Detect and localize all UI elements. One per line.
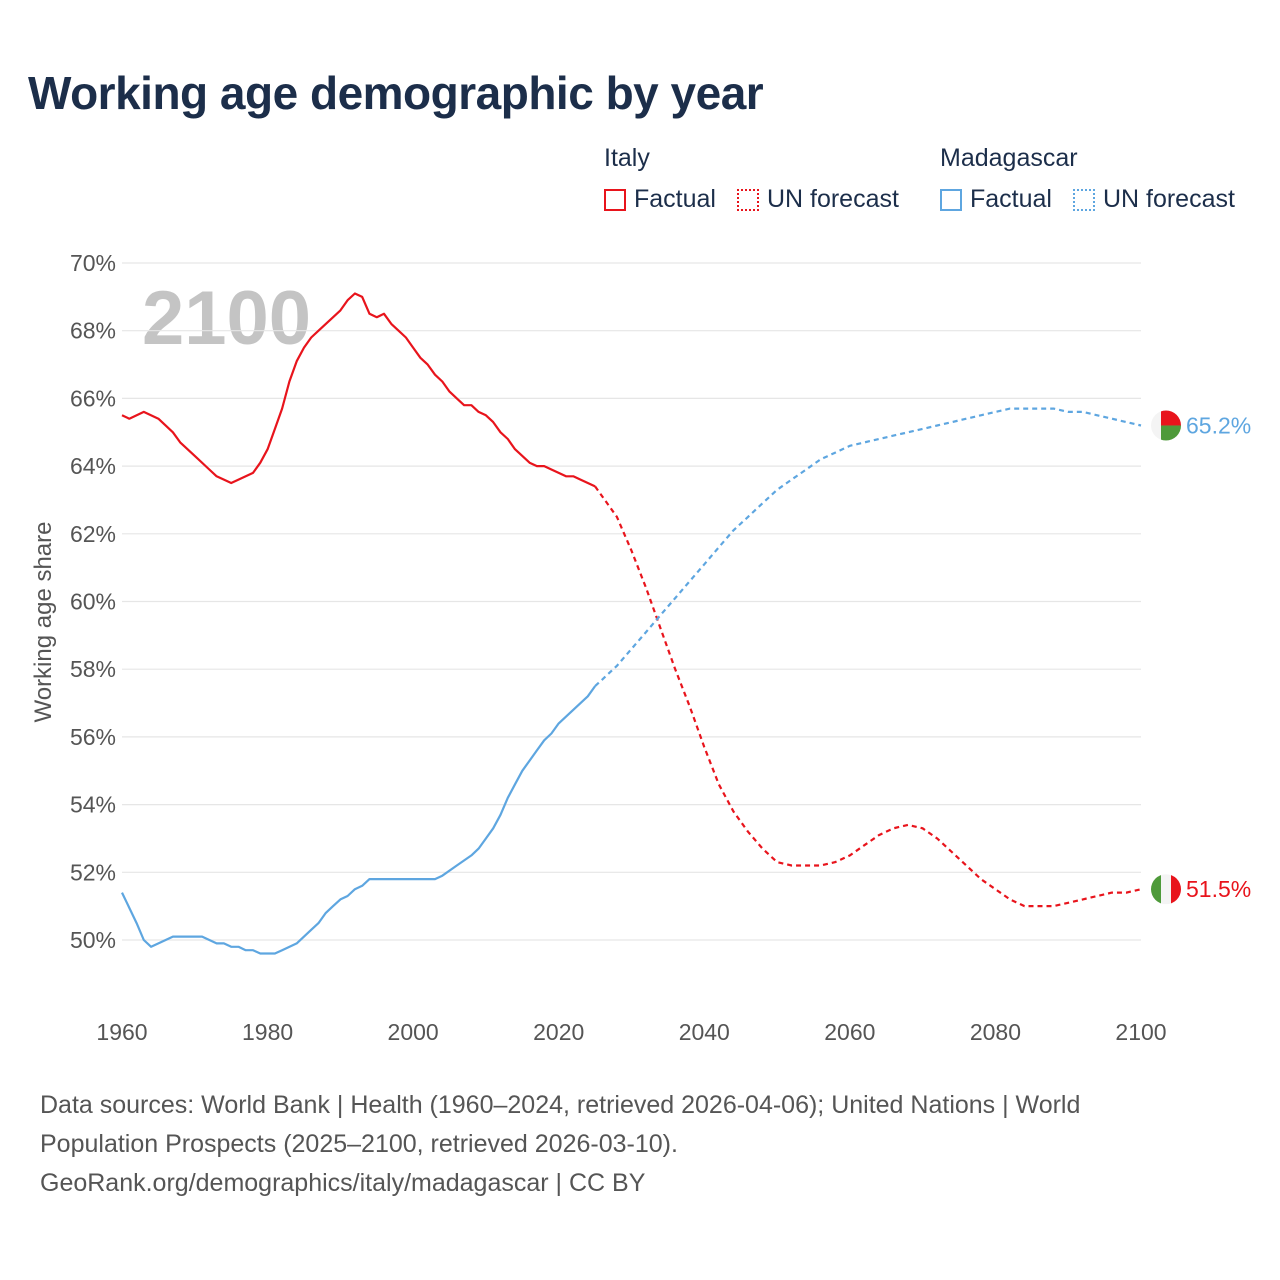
x-tick-label: 2060 bbox=[824, 1019, 875, 1045]
italy-forecast-line bbox=[594, 485, 1142, 908]
legend-madagascar-title: Madagascar bbox=[940, 144, 1078, 172]
italy-end-label: 51.5% bbox=[1186, 876, 1251, 902]
x-tick-label: 2000 bbox=[388, 1019, 439, 1045]
y-tick-label: 58% bbox=[70, 656, 116, 682]
legend-madagascar-forecast-label: UN forecast bbox=[1102, 185, 1235, 213]
legend-madagascar-factual-label: Factual bbox=[970, 185, 1052, 213]
factual-swatch-icon bbox=[604, 188, 626, 211]
x-tick-label: 2100 bbox=[1115, 1019, 1166, 1045]
madagascar-factual-line bbox=[121, 685, 596, 955]
y-tick-label: 60% bbox=[70, 589, 116, 615]
legend-madagascar-factual[interactable]: Factual bbox=[940, 185, 1052, 214]
y-tick-label: 64% bbox=[70, 453, 116, 479]
y-tick-label: 52% bbox=[70, 859, 116, 885]
x-tick-label: 1980 bbox=[242, 1019, 293, 1045]
x-tick-label: 2080 bbox=[970, 1019, 1021, 1045]
legend-madagascar: Madagascar Factual UN forecast bbox=[940, 144, 1249, 218]
y-tick-label: 54% bbox=[70, 792, 116, 818]
italy-factual-line bbox=[121, 292, 596, 488]
x-tick-label: 1960 bbox=[96, 1019, 147, 1045]
footer-line-3[interactable]: GeoRank.org/demographics/italy/madagasca… bbox=[40, 1169, 646, 1197]
y-tick-label: 70% bbox=[70, 250, 116, 276]
legend-italy-forecast[interactable]: UN forecast bbox=[736, 185, 899, 214]
current-year-watermark: 2100 bbox=[142, 276, 311, 361]
madagascar-forecast-line bbox=[594, 407, 1142, 687]
data-sources-footer: Data sources: World Bank | Health (1960–… bbox=[40, 1086, 1240, 1203]
footer-line-1: Data sources: World Bank | Health (1960–… bbox=[40, 1091, 1081, 1119]
forecast-swatch-icon bbox=[1072, 188, 1095, 211]
y-tick-label: 50% bbox=[70, 927, 116, 953]
legend-italy-factual[interactable]: Factual bbox=[604, 185, 716, 214]
y-axis-label: Working age share bbox=[30, 522, 57, 723]
footer-line-2: Population Prospects (2025–2100, retriev… bbox=[40, 1130, 678, 1158]
legend-madagascar-forecast[interactable]: UN forecast bbox=[1072, 185, 1235, 214]
madagascar-flag-icon bbox=[1151, 410, 1181, 441]
legend-italy-factual-label: Factual bbox=[634, 185, 716, 213]
x-tick-label: 2020 bbox=[533, 1019, 584, 1045]
y-tick-label: 66% bbox=[70, 385, 116, 411]
factual-swatch-icon bbox=[940, 188, 962, 211]
madagascar-end-label: 65.2% bbox=[1186, 412, 1251, 438]
line-chart: 2100 50% 52% 54% 56% 58% 60% 62% 64% 66% 68% 70% 196… bbox=[30, 250, 1251, 1045]
legend-italy-forecast-label: UN forecast bbox=[766, 185, 899, 213]
chart-title: Working age demographic by year bbox=[28, 67, 764, 119]
y-tick-label: 62% bbox=[70, 521, 116, 547]
legend-italy-title: Italy bbox=[604, 144, 650, 172]
forecast-swatch-icon bbox=[736, 188, 759, 211]
y-tick-label: 68% bbox=[70, 318, 116, 344]
italy-flag-icon bbox=[1151, 874, 1181, 905]
legend-italy: Italy Factual UN forecast bbox=[604, 144, 913, 218]
x-tick-label: 2040 bbox=[679, 1019, 730, 1045]
y-tick-label: 56% bbox=[70, 724, 116, 750]
